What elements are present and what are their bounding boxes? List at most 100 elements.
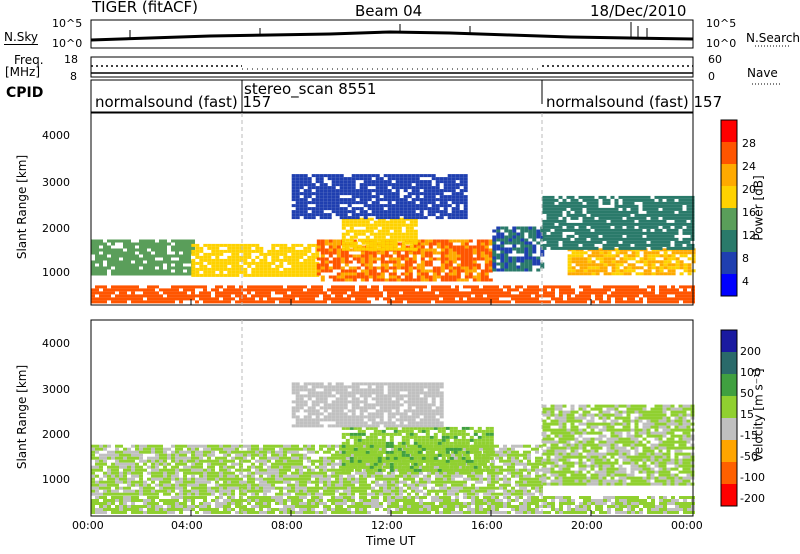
heatmap-cell xyxy=(440,266,445,270)
heatmap-cell xyxy=(183,505,187,508)
heatmap-cell xyxy=(488,257,493,261)
heatmap-cell xyxy=(91,266,95,270)
heatmap-cell xyxy=(315,174,320,178)
heatmap-cell xyxy=(143,492,147,496)
heatmap-cell xyxy=(163,508,167,511)
heatmap-cell xyxy=(376,275,381,279)
heatmap-cell xyxy=(567,257,572,261)
heatmap-cell xyxy=(307,270,312,274)
heatmap-cell xyxy=(367,294,371,298)
heatmap-cell xyxy=(175,505,179,508)
heatmap-cell xyxy=(602,198,607,202)
heatmap-cell xyxy=(524,259,529,263)
heatmap-cell xyxy=(247,477,251,481)
heatmap-cell xyxy=(567,272,572,276)
heatmap-cell xyxy=(235,267,240,271)
heatmap-cell xyxy=(267,285,271,289)
heatmap-cell xyxy=(279,465,283,469)
heatmap-cell xyxy=(171,288,175,292)
heatmap-cell xyxy=(439,294,443,298)
heatmap-cell xyxy=(455,288,459,292)
heatmap-cell xyxy=(151,474,155,478)
heatmap-cell xyxy=(591,288,595,292)
heatmap-cell xyxy=(235,511,239,514)
heatmap-cell xyxy=(595,257,600,261)
heatmap-cell xyxy=(259,264,264,268)
heatmap-cell xyxy=(504,268,509,272)
heatmap-cell xyxy=(107,456,111,460)
heatmap-cell xyxy=(175,483,179,487)
heatmap-cell xyxy=(371,285,375,289)
heatmap-cell xyxy=(582,231,587,235)
heatmap-cell xyxy=(139,465,143,469)
heatmap-cell xyxy=(571,266,576,270)
heatmap-cell xyxy=(115,285,119,289)
heatmap-cell xyxy=(455,183,460,187)
heatmap-cell xyxy=(416,278,421,282)
heatmap-cell xyxy=(686,228,691,232)
heatmap-cell xyxy=(401,241,406,245)
heatmap-cell xyxy=(167,477,171,481)
heatmap-cell xyxy=(683,502,687,505)
heatmap-cell xyxy=(291,264,296,268)
heatmap-cell xyxy=(195,294,199,298)
heatmap-cell xyxy=(345,220,350,224)
heatmap-cell xyxy=(535,496,539,499)
heatmap-cell xyxy=(107,248,111,252)
heatmap-cell xyxy=(424,260,429,264)
heatmap-cell xyxy=(331,285,335,289)
heatmap-cell xyxy=(215,243,220,247)
heatmap-cell xyxy=(419,180,424,184)
heatmap-cell xyxy=(630,195,635,199)
heatmap-cell xyxy=(686,204,691,208)
heatmap-cell xyxy=(163,251,167,255)
heatmap-cell xyxy=(319,291,323,295)
heatmap-cell xyxy=(171,502,175,505)
heatmap-cell xyxy=(444,248,449,252)
heatmap-cell xyxy=(191,480,195,484)
heatmap-cell xyxy=(439,204,444,208)
heatmap-cell xyxy=(259,459,263,463)
heatmap-cell xyxy=(630,240,635,244)
heatmap-cell xyxy=(203,444,207,448)
heatmap-cell xyxy=(147,266,151,270)
heatmap-cell xyxy=(635,502,639,505)
heatmap-cell xyxy=(357,223,362,227)
heatmap-cell xyxy=(251,462,255,466)
heatmap-cell xyxy=(363,499,367,502)
heatmap-cell xyxy=(207,489,211,493)
heatmap-cell xyxy=(546,222,551,226)
heatmap-cell xyxy=(155,242,159,246)
heatmap-cell xyxy=(404,269,409,273)
heatmap-cell xyxy=(219,496,223,499)
heatmap-cell xyxy=(335,511,339,514)
heatmap-cell xyxy=(167,474,171,478)
heatmap-cell xyxy=(391,192,396,196)
heatmap-cell xyxy=(107,294,111,298)
heatmap-cell xyxy=(416,263,421,267)
heatmap-cell xyxy=(407,288,411,292)
heatmap-cell xyxy=(455,204,460,208)
heatmap-cell xyxy=(139,489,143,493)
heatmap-cell xyxy=(187,260,191,264)
heatmap-cell xyxy=(536,241,541,245)
heatmap-cell xyxy=(603,269,608,273)
heatmap-cell xyxy=(444,257,449,261)
heatmap-cell xyxy=(380,275,385,279)
heatmap-cell xyxy=(259,511,263,514)
heatmap-cell xyxy=(646,222,651,226)
heatmap-cell xyxy=(436,257,441,261)
heatmap-cell xyxy=(419,216,424,220)
heatmap-cell xyxy=(670,213,675,217)
heatmap-cell xyxy=(395,300,399,304)
heatmap-cell xyxy=(439,300,443,304)
heatmap-cell xyxy=(423,186,428,190)
heatmap-cell xyxy=(472,278,477,282)
heatmap-cell xyxy=(448,251,453,255)
heatmap-cell xyxy=(413,238,418,242)
heatmap-cell xyxy=(135,483,139,487)
heatmap-cell xyxy=(455,186,460,190)
heatmap-cell xyxy=(554,225,559,229)
heatmap-cell xyxy=(412,278,417,282)
heatmap-cell xyxy=(135,447,139,451)
